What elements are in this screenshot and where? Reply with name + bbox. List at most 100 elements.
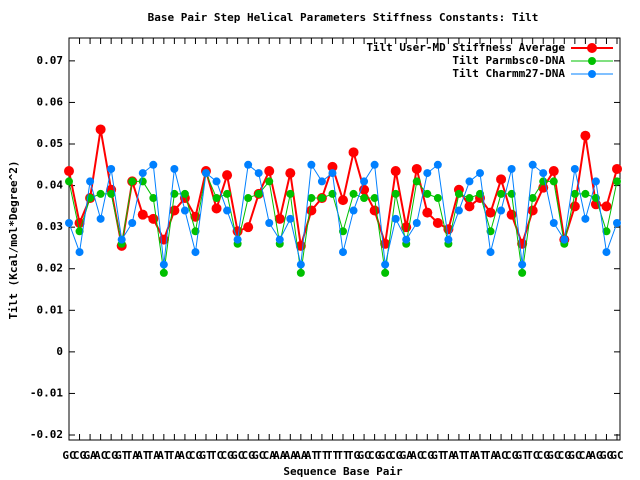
x-tick-label: TA bbox=[442, 449, 456, 462]
x-tick-label: AA bbox=[273, 449, 287, 462]
data-point bbox=[307, 160, 316, 169]
data-point bbox=[423, 189, 432, 198]
data-point bbox=[549, 218, 558, 227]
data-point bbox=[264, 166, 275, 177]
data-point bbox=[296, 260, 305, 269]
data-point bbox=[180, 206, 189, 215]
data-point bbox=[612, 163, 622, 174]
data-point bbox=[191, 248, 200, 257]
data-point bbox=[243, 222, 254, 233]
x-tick-label: AC bbox=[410, 449, 423, 462]
data-point bbox=[507, 189, 516, 198]
data-point bbox=[254, 169, 263, 178]
data-point bbox=[476, 169, 484, 178]
data-point bbox=[107, 164, 116, 173]
data-point bbox=[223, 189, 232, 198]
legend-marker bbox=[587, 43, 597, 53]
data-point bbox=[613, 177, 621, 186]
data-point bbox=[286, 189, 295, 198]
data-point bbox=[170, 164, 179, 173]
data-point bbox=[549, 177, 558, 186]
data-point bbox=[86, 177, 95, 186]
x-tick-label: AC bbox=[494, 449, 507, 462]
x-tick-label: AC bbox=[94, 449, 107, 462]
data-point bbox=[560, 235, 569, 244]
x-tick-label: GC bbox=[62, 449, 75, 462]
data-point bbox=[464, 201, 475, 212]
y-axis-label: Tilt (Kcal/mol*Degree^2) bbox=[7, 161, 20, 320]
data-point bbox=[507, 164, 516, 173]
x-tick-label: CG bbox=[242, 449, 256, 462]
x-tick-label: CG bbox=[73, 449, 87, 462]
data-point bbox=[370, 160, 379, 169]
data-point bbox=[497, 206, 506, 215]
data-point bbox=[307, 194, 316, 203]
data-point bbox=[149, 194, 158, 203]
x-tick-label: GT bbox=[199, 449, 213, 462]
data-point bbox=[212, 177, 221, 186]
data-point bbox=[328, 189, 337, 198]
x-tick-label: GT bbox=[516, 449, 530, 462]
data-point bbox=[128, 177, 137, 186]
x-tick-label: CG bbox=[189, 449, 203, 462]
x-tick-label: CA bbox=[579, 449, 593, 462]
data-point bbox=[433, 194, 442, 203]
x-tick-label: GT bbox=[115, 449, 129, 462]
data-point bbox=[107, 189, 116, 198]
data-point bbox=[454, 189, 463, 198]
data-point bbox=[465, 177, 474, 186]
data-point bbox=[275, 235, 284, 244]
data-point bbox=[64, 166, 74, 177]
data-point bbox=[296, 268, 305, 277]
data-point bbox=[486, 227, 495, 236]
data-point bbox=[402, 235, 411, 244]
x-tick-label: AC bbox=[178, 449, 191, 462]
legend-marker bbox=[588, 70, 596, 78]
data-point bbox=[317, 177, 326, 186]
data-point bbox=[381, 268, 390, 277]
data-point bbox=[360, 177, 369, 186]
x-tick-label: TG bbox=[347, 449, 361, 462]
data-point bbox=[233, 235, 242, 244]
data-point bbox=[601, 201, 612, 212]
data-point bbox=[391, 189, 400, 198]
x-tick-label: TT bbox=[336, 449, 350, 462]
data-point bbox=[286, 214, 295, 223]
data-point bbox=[465, 194, 474, 203]
y-tick-label: -0.02 bbox=[30, 428, 63, 441]
data-point bbox=[211, 203, 222, 214]
data-point bbox=[244, 160, 253, 169]
data-point bbox=[339, 248, 347, 257]
x-tick-label: TC bbox=[210, 449, 223, 462]
x-tick-label: AT bbox=[452, 449, 466, 462]
data-point bbox=[170, 189, 179, 198]
data-point bbox=[390, 166, 401, 177]
data-point bbox=[581, 189, 590, 198]
data-point bbox=[432, 217, 443, 228]
x-tick-label: GC bbox=[252, 449, 265, 462]
data-point bbox=[96, 214, 105, 223]
data-point bbox=[317, 194, 326, 203]
data-point bbox=[117, 235, 126, 244]
y-tick-label: 0.05 bbox=[37, 137, 64, 150]
data-point bbox=[539, 169, 548, 178]
data-point bbox=[65, 177, 73, 186]
data-point bbox=[497, 189, 506, 198]
y-tick-label: 0.06 bbox=[37, 95, 64, 108]
data-point bbox=[254, 189, 263, 198]
x-tick-label: CG bbox=[505, 449, 519, 462]
x-tick-label: GC bbox=[379, 449, 392, 462]
x-tick-label: GG bbox=[600, 449, 614, 462]
data-point bbox=[202, 169, 210, 178]
data-point bbox=[75, 227, 84, 236]
x-tick-label: TA bbox=[126, 449, 140, 462]
data-point bbox=[591, 177, 600, 186]
data-point bbox=[265, 218, 274, 227]
x-tick-label: GT bbox=[431, 449, 445, 462]
x-tick-label: CG bbox=[389, 449, 403, 462]
data-point bbox=[370, 194, 379, 203]
x-tick-label: CG bbox=[421, 449, 435, 462]
x-tick-label: TA bbox=[484, 449, 498, 462]
x-tick-label: CG bbox=[558, 449, 572, 462]
legend-marker bbox=[588, 57, 596, 65]
